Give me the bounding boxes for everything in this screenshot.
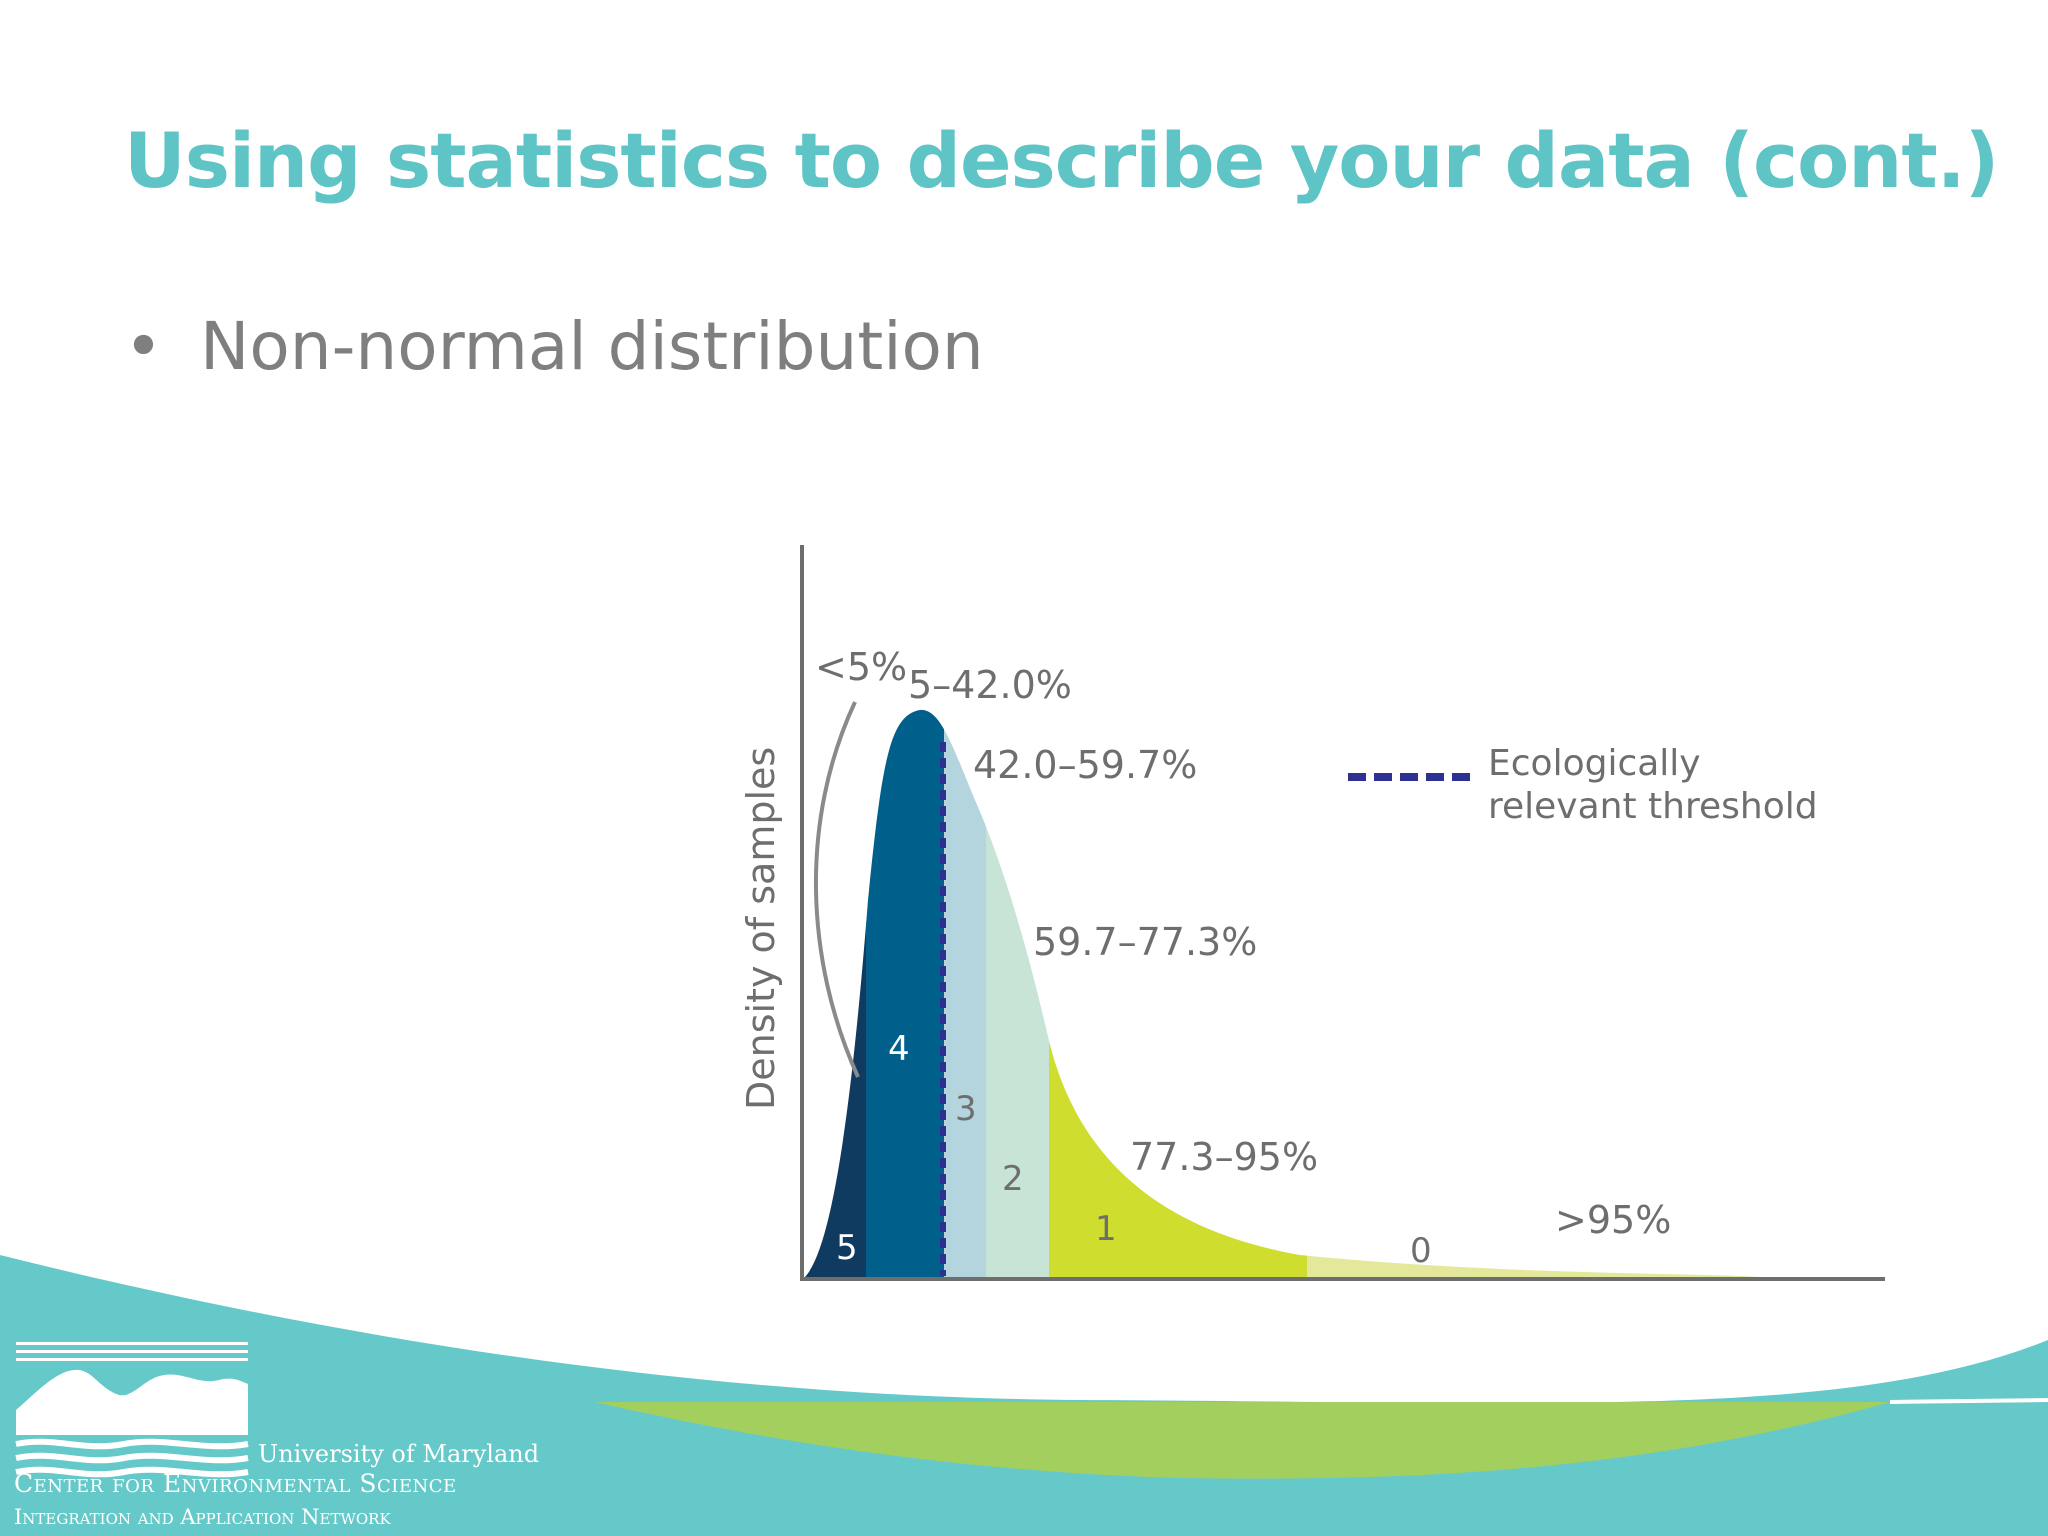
score-label-5: 5 <box>836 1228 858 1268</box>
score-label-4: 4 <box>888 1029 910 1069</box>
slide-title: Using statistics to describe your data (… <box>124 116 1999 205</box>
bracket-arc <box>814 701 860 1078</box>
range-label-gt95: >95% <box>1555 1198 1671 1242</box>
range-label-42-59: 42.0–59.7% <box>973 743 1197 787</box>
legend-line-1: Ecologically <box>1488 743 1701 784</box>
score-label-0: 0 <box>1410 1231 1432 1271</box>
band-5 <box>805 709 866 1277</box>
band-4 <box>866 709 944 1277</box>
score-label-2: 2 <box>1002 1159 1024 1199</box>
score-label-1: 1 <box>1095 1209 1117 1249</box>
range-label-77-95: 77.3–95% <box>1130 1135 1318 1179</box>
logo-mark <box>15 1342 249 1478</box>
white-line <box>1889 1398 2048 1404</box>
range-label-59-77: 59.7–77.3% <box>1033 920 1257 964</box>
logo-line-2: Center for Environmental Science <box>14 1469 457 1498</box>
y-axis-label: Density of samples <box>739 747 783 1110</box>
range-label-lt5: <5% <box>815 645 907 689</box>
legend-line-2: relevant threshold <box>1488 786 1818 827</box>
range-label-5-42: 5–42.0% <box>908 663 1072 707</box>
logo-line-3: Integration and Application Network <box>14 1505 391 1529</box>
bullet-marker: • <box>124 308 163 385</box>
bullet-item: • Non-normal distribution <box>124 308 984 385</box>
bullet-text: Non-normal distribution <box>200 308 984 385</box>
green-band <box>595 1402 1890 1479</box>
logo-line-1: University of Maryland <box>258 1440 540 1468</box>
score-label-3: 3 <box>955 1089 977 1129</box>
